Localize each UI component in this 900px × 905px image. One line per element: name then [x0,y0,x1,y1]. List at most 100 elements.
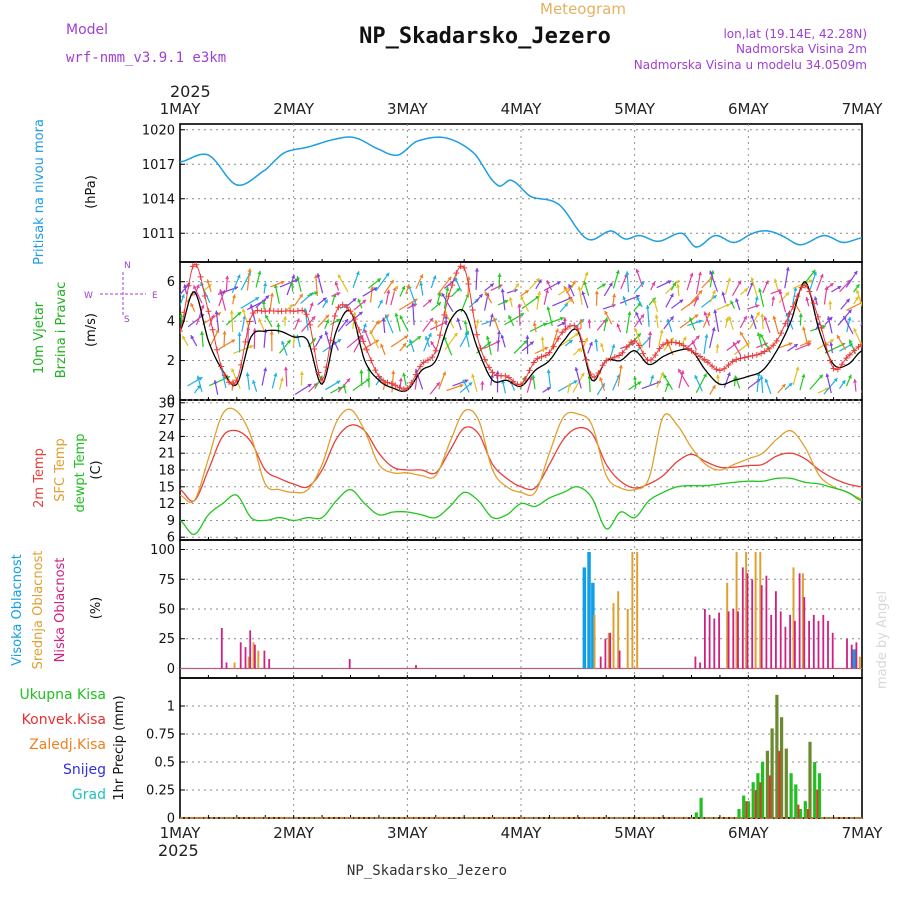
precip-legend-conv: Konvek.Kisa [22,712,106,728]
precip-legend-snow: Snijeg [63,762,106,778]
wind-arrowhead [595,291,599,295]
cloud-bar-low [249,630,251,668]
cloud-bar-low [851,645,853,669]
cloud-bar-low [221,628,223,668]
precip-conv-bar [797,805,799,818]
wind-arrowhead [284,367,288,371]
time-label-bottom: 1MAY [160,824,202,842]
cloud-bar-mid [257,651,259,669]
y-tick-label: 1011 [142,227,175,242]
precip-conv-bar [816,790,818,818]
cloud-label-2: Srednja Oblacnost [31,551,46,670]
cloud-bar-low [789,615,791,669]
cloud-bar-low [813,615,815,669]
wind-arrowhead [480,381,484,385]
precip-legend-frozen: Zaledj.Kisa [29,737,106,753]
cloud-bar-lows [221,567,857,668]
cloud-bar-low [349,659,351,669]
pressure-line [180,137,862,247]
cloud-bar-low [600,657,602,669]
time-label-bottom: 2MAY [273,824,315,842]
wind-arrowhead [625,271,629,275]
wind-arrowhead [853,379,857,383]
wind-arrowhead [847,317,851,321]
wind-arrow [169,330,179,347]
precip-total-bar [775,695,778,818]
precip-total-bar [752,782,755,818]
wind-gust-marker [527,367,533,373]
wind-arrowhead [676,284,680,288]
temp-label-1: 2m Temp [32,448,47,508]
y-tick-label: 1 [167,700,175,715]
wind-gust-marker [177,328,183,334]
wind-arrowhead [727,278,731,282]
cloud-bar-low [775,591,777,668]
wind-arrowhead [760,314,764,318]
wind-arrowhead [238,332,242,335]
cloud-bar-low [264,651,266,669]
cloud-bar-low [718,613,720,669]
cloud-bar-high [587,552,591,669]
cloud-bar-low [709,615,711,669]
wind-arrowhead [773,316,777,320]
wind-arrowhead [169,330,173,334]
wind-arrowhead [801,374,805,378]
wind-arrowhead [525,335,529,338]
cloud-bar-mid [594,615,596,669]
cloud-bar-mid [636,552,638,669]
compass-n: N [124,261,131,271]
wind-arrowhead [273,373,277,377]
cloud-bar-mid [755,552,757,669]
cloud-bar-mid [859,657,861,669]
cloud-bar-low [785,627,787,669]
wind-arrowhead [296,276,300,280]
y-tick-label: 6 [167,275,175,290]
precip-conv-bar [755,790,757,818]
cloud-bar-low [832,633,834,669]
cloud-bar-low [803,597,805,668]
y-tick-label: 27 [158,413,175,428]
wind-gust-marker [486,364,492,370]
precip-ylabel: 1hr Precip (mm) [112,695,127,800]
credit-text: made by Angel [875,591,890,689]
cloud-bar-low [732,609,734,669]
wind-arrowhead [270,331,274,334]
cloud-bar-low [846,639,848,669]
precip-legend-total: Ukupna Kisa [19,687,106,703]
wind-arrowhead [758,288,762,292]
cloud-bar-low [794,621,796,669]
compass-cross [100,272,146,316]
station-title: NP_Skadarsko_Jezero [359,24,611,49]
cloud-bar-low [254,645,256,669]
wind-gust-marker [417,364,423,370]
time-label-top: 5MAY [614,100,656,118]
cloud-bar-low [415,665,417,669]
wind-gust-marker [453,270,459,276]
year-bottom: 2025 [158,841,199,860]
precip-legend-hail: Grad [72,787,106,803]
wind-arrowhead [799,313,803,317]
temp-unit: (C) [89,460,104,479]
wind-arrowhead [633,376,637,380]
wind-gust-marker [474,332,480,338]
cloud-bar-low [827,621,829,669]
wind-arrowhead [223,331,227,335]
wind-arrowhead [802,327,806,331]
wind-arrowhead [660,330,664,334]
wind-arrowhead [283,316,287,320]
elevation-text: Nadmorska Visina 2m [736,42,867,56]
wind-gust-marker [750,353,756,359]
y-tick-label: 21 [158,447,175,462]
precip-total-bars [695,695,821,818]
time-label-bottom: 4MAY [501,824,543,842]
cloud-unit: (%) [89,597,104,620]
cloud-bar-low [699,663,701,669]
cloud-bar-mid [234,663,236,669]
wind-gust-marker [202,293,208,299]
cloud-label-3: Niska Oblacnost [53,558,68,663]
wind-gust-marker [806,288,812,294]
precip-total-bar [804,801,807,818]
cloud-bar-low [728,611,730,668]
